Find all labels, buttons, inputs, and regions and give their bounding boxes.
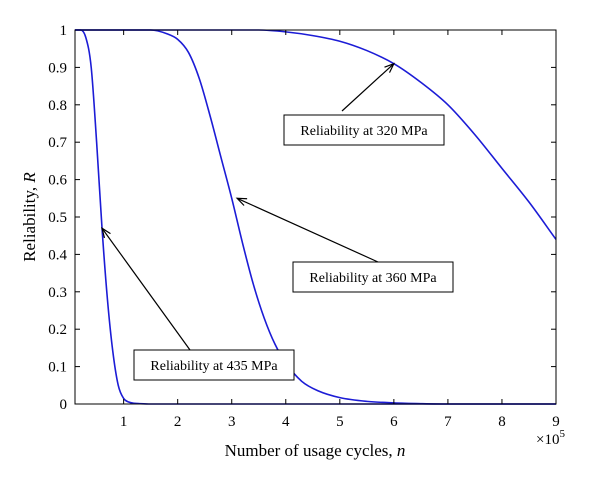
annotation-label: Reliability at 320 MPa	[300, 124, 428, 139]
annotation-box	[283, 114, 445, 146]
series-line-0	[75, 29, 556, 405]
x-tick-label: 5	[336, 414, 344, 430]
y-tick-label: 0.9	[48, 60, 67, 76]
annotation-arrowhead	[384, 62, 396, 73]
x-tick-label: 1	[120, 414, 128, 430]
x-tick-label: 9	[552, 414, 560, 430]
x-tick-label: 7	[444, 414, 452, 430]
series-layer	[75, 29, 557, 405]
annotation-arrowhead	[235, 197, 248, 206]
annotation-layer: Reliability at 320 MPa Reliability at 360…	[101, 62, 454, 381]
annotation-box	[133, 349, 295, 381]
annotation-arrow	[101, 227, 191, 351]
annotation-arrowhead	[101, 226, 111, 239]
annotation-label: Reliability at 435 MPa	[150, 359, 278, 374]
annotation-arrow	[236, 197, 379, 263]
x-axis-label: Number of usage cycles, n	[225, 441, 406, 460]
x-tick-label: 3	[228, 414, 236, 430]
x-tick-label: 6	[390, 414, 398, 430]
y-tick-label: 0.4	[48, 247, 67, 263]
y-tick-label: 0.1	[48, 360, 67, 376]
x-tick-label: 8	[498, 414, 506, 430]
y-tick-label: 1	[60, 23, 68, 39]
x-axis-multiplier: ×105	[536, 428, 565, 448]
y-tick-label: 0.2	[48, 322, 67, 338]
annotation-box	[292, 261, 454, 293]
x-tick-label: 2	[174, 414, 182, 430]
x-tick-label: 4	[282, 414, 290, 430]
y-axis-label: Reliability, R	[20, 172, 39, 262]
y-tick-label: 0	[60, 397, 68, 413]
annotation-label: Reliability at 360 MPa	[309, 271, 437, 286]
y-tick-label: 0.3	[48, 285, 67, 301]
ticks-layer: 1 2 3 4 5 6 7 8 9 0 0.1 0.2 0.3 0.4 0.5 0.6 0.7 0.8 0.9 1	[48, 23, 560, 430]
plot-frame	[74, 29, 557, 405]
y-tick-label: 0.5	[48, 210, 67, 226]
y-tick-label: 0.7	[48, 135, 67, 151]
y-tick-label: 0.6	[48, 173, 67, 189]
series-line-1	[75, 29, 556, 405]
y-tick-label: 0.8	[48, 98, 67, 114]
annotation-arrow	[341, 63, 395, 112]
